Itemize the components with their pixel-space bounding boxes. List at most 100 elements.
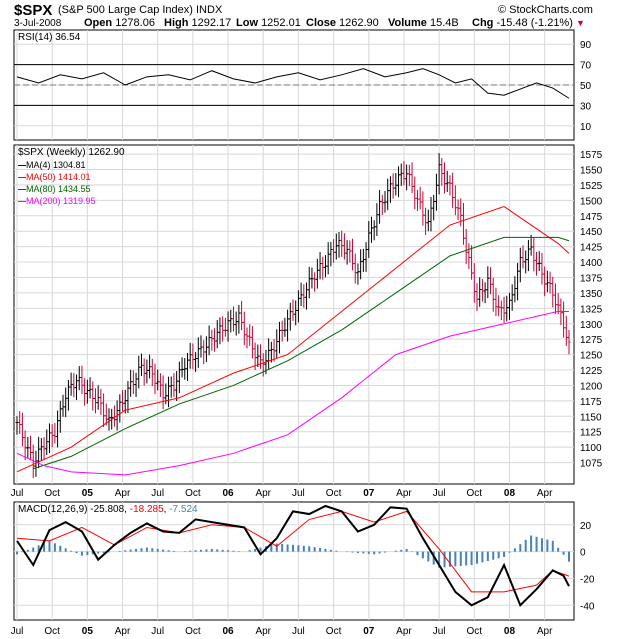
macd-histogram-bar (248, 550, 251, 552)
macd-histogram-bar (405, 548, 408, 552)
index-name: (S&P 500 Large Cap Index) INDX (58, 4, 223, 16)
macd-line (16, 504, 570, 608)
y-tick-label: 1475 (580, 212, 603, 223)
x-tick-label: Apr (396, 626, 412, 637)
macd-histogram-bar (91, 551, 94, 555)
volume-value: 15.4B (429, 17, 459, 29)
macd-histogram-bar (562, 551, 565, 555)
legend-ma200: MA(200) 1319.95 (18, 196, 96, 206)
y-tick-label: 1075 (580, 459, 603, 470)
macd-histogram-bar (64, 548, 67, 552)
macd-histogram-bar (535, 536, 538, 552)
macd-histogram-bar (216, 549, 219, 552)
y-tick-label: 1550 (580, 166, 603, 177)
macd-histogram-bar (362, 551, 365, 554)
macd-histogram-bar (108, 551, 110, 553)
volume-label: Volume 15.4B (388, 17, 459, 29)
y-tick-label: -20 (580, 574, 595, 585)
x-tick-label: Jul (292, 488, 305, 499)
low-value: 1252.01 (261, 17, 301, 29)
x-tick-label: Oct (185, 626, 201, 637)
macd-histogram-bar (53, 543, 56, 552)
macd-histogram-bar (513, 548, 516, 552)
macd-histogram-bar (194, 550, 197, 552)
y-tick-label: 1275 (580, 335, 603, 346)
macd-histogram-bar (443, 551, 446, 568)
x-tick-label: Jul (151, 488, 164, 499)
rsi-value: 36.54 (55, 32, 81, 43)
macd-histogram-bar (162, 549, 165, 552)
x-tick-label: Apr (115, 626, 131, 637)
macd-histogram-bar (270, 544, 273, 552)
macd-histogram-bar (394, 550, 397, 552)
macd-histogram-bar (254, 548, 257, 552)
x-tick-label: Jul (11, 626, 24, 637)
macd-histogram-bar (140, 548, 143, 552)
quote-date: 3-Jul-2008 (14, 18, 62, 29)
x-tick-label: 07 (363, 488, 375, 499)
macd-histogram-bar (470, 551, 473, 566)
legend-ma80: MA(80) 1434.55 (18, 184, 91, 194)
y-tick-label: 1175 (580, 397, 602, 408)
x-tick-label: Jul (433, 488, 446, 499)
y-tick-label: 1250 (580, 351, 603, 362)
macd-histogram-bar (59, 545, 62, 552)
macd-histogram-bar (102, 551, 105, 553)
x-tick-label: Apr (255, 488, 271, 499)
x-tick-label: Oct (44, 488, 60, 499)
ma50-line (16, 205, 570, 473)
macd-histogram-bar (427, 551, 430, 562)
ma200-line (16, 310, 570, 476)
macd-histogram-bar (454, 551, 457, 567)
low-label: Low 1252.01 (236, 17, 301, 29)
macd-histogram-bar (432, 551, 435, 565)
y-tick-label: 20 (580, 521, 592, 532)
macd-histogram-bar (145, 547, 148, 552)
x-tick-label: Apr (115, 488, 131, 499)
macd-histogram-bar (16, 551, 18, 555)
macd-histogram-bar (319, 548, 322, 552)
macd-histogram-bar (37, 545, 40, 552)
macd-histogram-bar (400, 549, 403, 552)
close-value: 1262.90 (339, 17, 379, 29)
macd-histogram-bar (335, 550, 338, 552)
macd-histogram-bar (438, 551, 441, 568)
histogram-value: -7.524 (169, 504, 198, 515)
macd-legend: MACD(12,26,9) -25.808, -18.285, -7.524 (18, 504, 198, 515)
ma80-line (33, 236, 570, 470)
x-tick-label: 05 (82, 626, 94, 637)
macd-histogram-bar (546, 539, 549, 552)
macd-histogram-bar (356, 551, 359, 553)
macd-histogram-bar (26, 549, 29, 552)
legend-ma50: MA(50) 1414.01 (18, 172, 91, 182)
macd-histogram-bar (416, 551, 419, 556)
macd-histogram-bar (373, 551, 376, 555)
macd-histogram-bar (135, 548, 138, 552)
legend-ma4: MA(4) 1304.81 (18, 160, 86, 170)
macd-histogram-bar (32, 547, 35, 552)
macd-histogram-bar (281, 544, 284, 552)
y-tick-label: 1325 (580, 304, 603, 315)
y-tick-label: 1100 (580, 443, 602, 454)
y-tick-label: 1125 (580, 428, 602, 439)
macd-histogram-bar (172, 550, 175, 552)
macd-histogram-bar (519, 544, 522, 552)
stockcharts-logo: © StockCharts.com (498, 4, 593, 16)
x-tick-label: Oct (44, 626, 60, 637)
y-tick-label: 1400 (580, 258, 603, 269)
macd-histogram-bar (167, 550, 170, 552)
x-tick-label: 06 (222, 488, 234, 499)
macd-histogram-bar (156, 548, 159, 552)
ma200-swatch (18, 201, 26, 203)
y-tick-label: 10 (580, 122, 592, 133)
macd-histogram-bar (200, 549, 202, 552)
macd-histogram-bar (302, 545, 305, 552)
macd-histogram-bar (557, 547, 560, 552)
y-tick-label: 1525 (580, 181, 603, 192)
macd-histogram-bar (43, 543, 46, 552)
x-tick-label: Oct (185, 488, 201, 499)
y-tick-label: 30 (580, 101, 592, 112)
macd-histogram-bar (492, 551, 495, 560)
y-tick-label: 0 (580, 548, 586, 559)
